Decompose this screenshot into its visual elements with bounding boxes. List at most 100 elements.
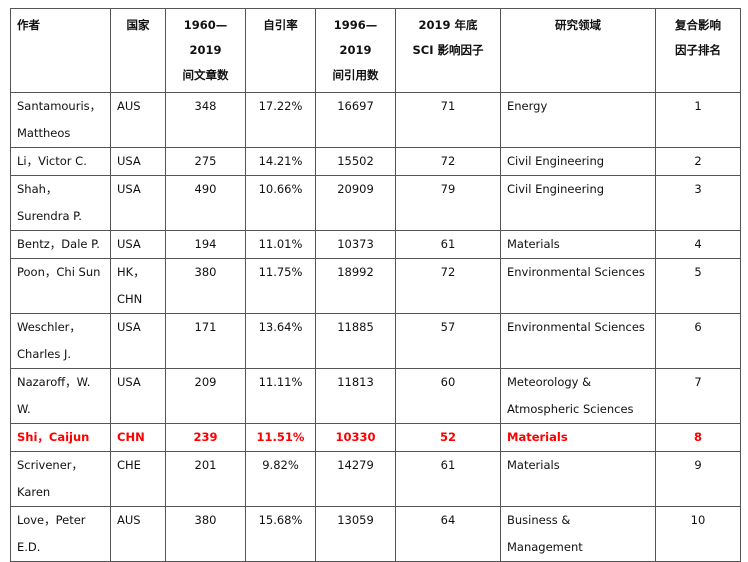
- table-cell: 79: [395, 175, 501, 231]
- table-cell: 72: [395, 258, 501, 314]
- table-cell: 239: [165, 423, 246, 452]
- table-cell: HK，CHN: [110, 258, 166, 314]
- header-text: 因子排名: [675, 43, 721, 57]
- table-cell: 10: [655, 506, 741, 562]
- data-table: 作者 国家 1960—2019 间文章数 自引率 1996—2019 间引用数 2019 年底…: [10, 8, 741, 562]
- table-cell: Materials: [500, 423, 656, 452]
- table-row: Poon，Chi Sun HK，CHN 380 11.75% 18992 72 Enviro…: [10, 258, 741, 314]
- table-row: Nazaroff，W. W. USA 209 11.11% 11813 60 Meteoro…: [10, 368, 741, 424]
- table-cell: 6: [655, 313, 741, 369]
- table-cell: 52: [395, 423, 501, 452]
- table-row: Shi，Caijun CHN 239 11.51% 10330 52 Materials 8: [10, 423, 741, 452]
- table-cell: Poon，Chi Sun: [10, 258, 111, 314]
- header-text: 间文章数: [182, 68, 229, 82]
- table-cell: 10373: [315, 230, 396, 259]
- header-text: 复合影响: [675, 18, 721, 32]
- table-cell: 61: [395, 230, 501, 259]
- table-cell: Business & Management: [500, 506, 656, 562]
- table-body: Santamouris，Mattheos AUS 348 17.22% 16697 71 E…: [10, 92, 741, 562]
- table-cell: 9.82%: [245, 451, 316, 507]
- table-cell: 10.66%: [245, 175, 316, 231]
- table-cell: 57: [395, 313, 501, 369]
- table-cell: 3: [655, 175, 741, 231]
- header-cell: 1996—2019 间引用数: [315, 8, 396, 93]
- table-cell: CHE: [110, 451, 166, 507]
- header-row: 作者 国家 1960—2019 间文章数 自引率 1996—2019 间引用数 2019 年底…: [10, 8, 741, 93]
- table-cell: Materials: [500, 230, 656, 259]
- header-text: 1996—2019: [333, 18, 378, 57]
- table-cell: 11813: [315, 368, 396, 424]
- header-text: 2019 年底: [418, 18, 478, 32]
- table-row: Love，Peter E.D. AUS 380 15.68% 13059 64 Busine…: [10, 506, 741, 562]
- table-cell: Love，Peter E.D.: [10, 506, 111, 562]
- table-cell: 380: [165, 506, 246, 562]
- table-cell: Energy: [500, 92, 656, 148]
- table-cell: AUS: [110, 92, 166, 148]
- table-cell: Materials: [500, 451, 656, 507]
- table-cell: 64: [395, 506, 501, 562]
- table-row: Shah，Surendra P. USA 490 10.66% 20909 79 Civil…: [10, 175, 741, 231]
- table-cell: Civil Engineering: [500, 147, 656, 176]
- table-cell: 5: [655, 258, 741, 314]
- table-cell: 7: [655, 368, 741, 424]
- table-cell: Bentz，Dale P.: [10, 230, 111, 259]
- table-cell: Shah，Surendra P.: [10, 175, 111, 231]
- table-cell: 380: [165, 258, 246, 314]
- table-cell: 2: [655, 147, 741, 176]
- header-text: 国家: [126, 18, 150, 32]
- table-cell: Weschler，Charles J.: [10, 313, 111, 369]
- header-text: 自引率: [263, 18, 298, 32]
- table-cell: Li，Victor C.: [10, 147, 111, 176]
- table-cell: 15502: [315, 147, 396, 176]
- table-cell: 4: [655, 230, 741, 259]
- table-cell: Meteorology & Atmospheric Sciences: [500, 368, 656, 424]
- header-cell: 作者: [10, 8, 111, 93]
- table-row: Scrivener，Karen CHE 201 9.82% 14279 61 Materia…: [10, 451, 741, 507]
- table-cell: 14279: [315, 451, 396, 507]
- table-cell: 171: [165, 313, 246, 369]
- table-cell: Environmental Sciences: [500, 258, 656, 314]
- table-cell: 348: [165, 92, 246, 148]
- table-cell: 8: [655, 423, 741, 452]
- table-cell: 490: [165, 175, 246, 231]
- table-cell: AUS: [110, 506, 166, 562]
- table-cell: 11.11%: [245, 368, 316, 424]
- header-cell: 自引率: [245, 8, 316, 93]
- table-row: Santamouris，Mattheos AUS 348 17.22% 16697 71 E…: [10, 92, 741, 148]
- table-cell: 13059: [315, 506, 396, 562]
- table-cell: USA: [110, 175, 166, 231]
- header-text: SCI 影响因子: [412, 43, 484, 57]
- table-cell: 11.01%: [245, 230, 316, 259]
- table-cell: 11.75%: [245, 258, 316, 314]
- header-text: 间引用数: [332, 68, 379, 82]
- table-cell: 209: [165, 368, 246, 424]
- table-cell: 1: [655, 92, 741, 148]
- header-cell: 复合影响 因子排名: [655, 8, 741, 93]
- table-cell: 18992: [315, 258, 396, 314]
- table-cell: Shi，Caijun: [10, 423, 111, 452]
- table-cell: Scrivener，Karen: [10, 451, 111, 507]
- table-cell: Civil Engineering: [500, 175, 656, 231]
- table-row: Weschler，Charles J. USA 171 13.64% 11885 57 En…: [10, 313, 741, 369]
- table-cell: 10330: [315, 423, 396, 452]
- table-cell: Environmental Sciences: [500, 313, 656, 369]
- table-cell: USA: [110, 147, 166, 176]
- table-cell: USA: [110, 230, 166, 259]
- table-cell: 11.51%: [245, 423, 316, 452]
- table-cell: 11885: [315, 313, 396, 369]
- table-cell: CHN: [110, 423, 166, 452]
- table-cell: 9: [655, 451, 741, 507]
- table-cell: Santamouris，Mattheos: [10, 92, 111, 148]
- table-cell: Nazaroff，W. W.: [10, 368, 111, 424]
- table-cell: 15.68%: [245, 506, 316, 562]
- header-text: 研究领域: [555, 18, 601, 32]
- header-cell: 1960—2019 间文章数: [165, 8, 246, 93]
- table-cell: USA: [110, 368, 166, 424]
- table-cell: 16697: [315, 92, 396, 148]
- table-cell: 20909: [315, 175, 396, 231]
- header-text: 1960—2019: [183, 18, 228, 57]
- table-cell: USA: [110, 313, 166, 369]
- table-row: Bentz，Dale P. USA 194 11.01% 10373 61 Material…: [10, 230, 741, 259]
- table-cell: 71: [395, 92, 501, 148]
- table-row: Li，Victor C. USA 275 14.21% 15502 72 Civil Eng…: [10, 147, 741, 176]
